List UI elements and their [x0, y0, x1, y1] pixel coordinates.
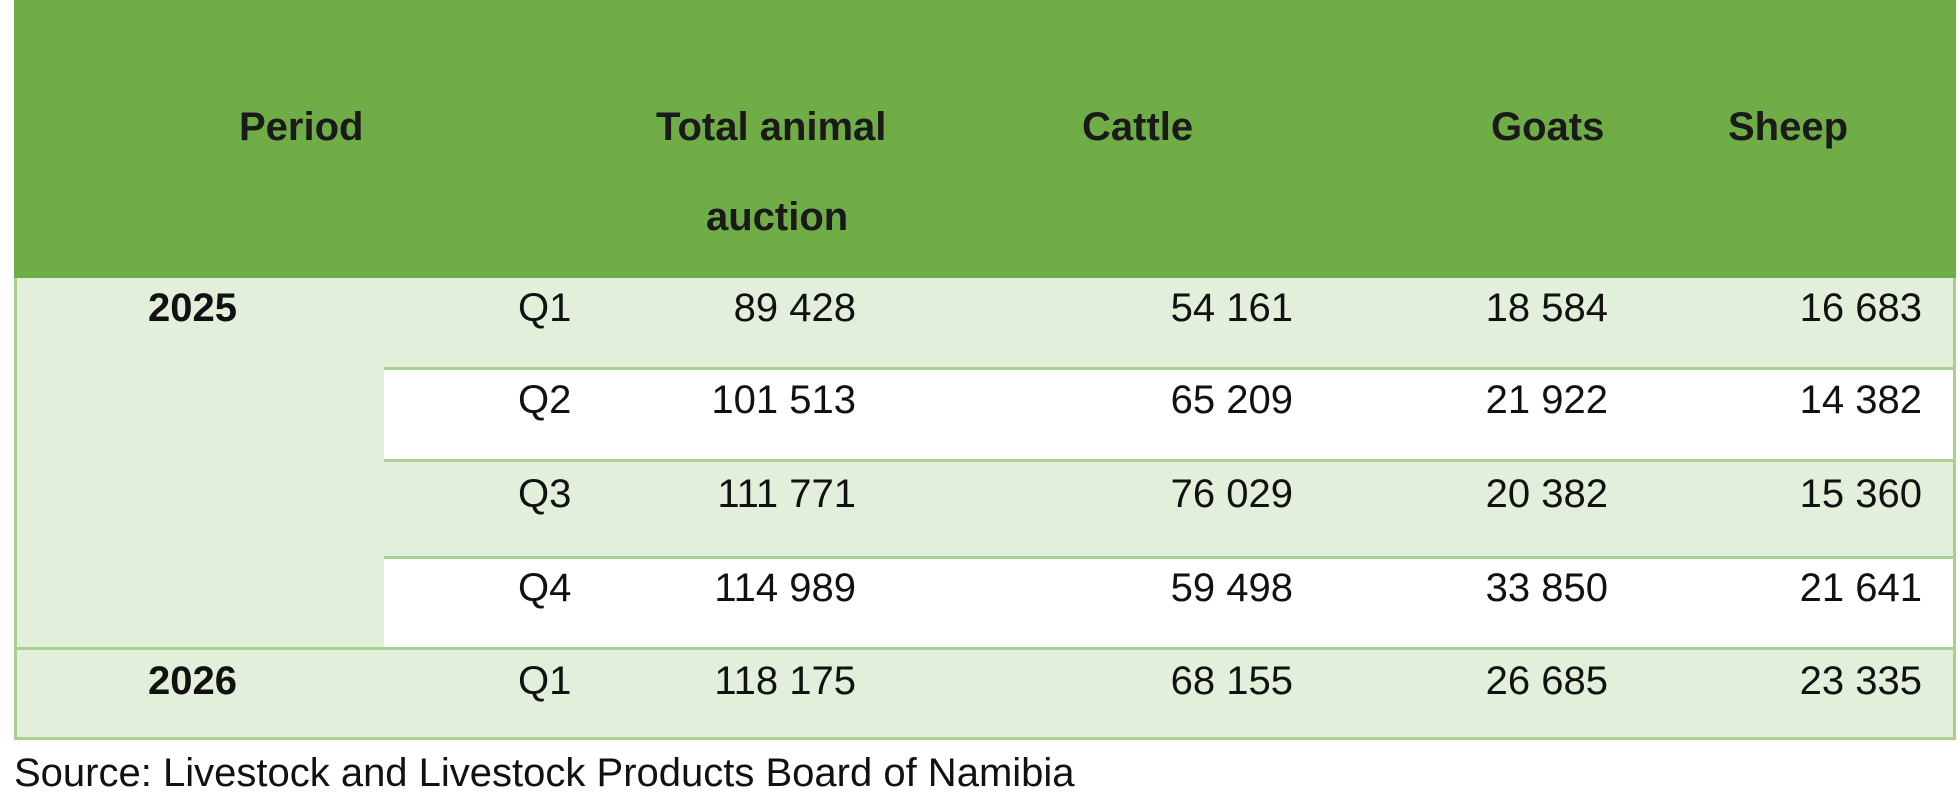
cell-year: 2025 [148, 286, 237, 330]
cell-total: 111 771 [717, 472, 856, 516]
row-band-q2 [384, 367, 1953, 462]
cell-quarter: Q3 [518, 472, 572, 516]
header-cattle: Cattle [1082, 105, 1194, 149]
cell-cattle: 54 161 [1170, 286, 1293, 330]
cell-cattle: 65 209 [1170, 378, 1293, 422]
cell-sheep: 23 335 [1799, 659, 1922, 703]
cell-quarter: Q4 [518, 566, 572, 610]
cell-goats: 33 850 [1485, 566, 1608, 610]
cell-sheep: 15 360 [1799, 472, 1922, 516]
cell-year: 2026 [148, 659, 237, 703]
header-total-line1: Total animal [656, 105, 887, 149]
cell-sheep: 21 641 [1799, 566, 1922, 610]
cell-goats: 21 922 [1485, 378, 1608, 422]
header-sheep: Sheep [1728, 105, 1849, 149]
cell-total: 118 175 [714, 659, 856, 703]
cell-cattle: 76 029 [1170, 472, 1293, 516]
header-total-line2: auction [706, 195, 849, 239]
cell-total: 101 513 [711, 378, 856, 422]
table-header: Period Total animal auction Cattle Goats… [14, 0, 1956, 278]
cell-quarter: Q2 [518, 378, 572, 422]
cell-goats: 26 685 [1485, 659, 1608, 703]
cell-quarter: Q1 [518, 286, 572, 330]
cell-quarter: Q1 [518, 659, 572, 703]
cell-sheep: 16 683 [1799, 286, 1922, 330]
cell-total: 114 989 [714, 566, 856, 610]
cell-sheep: 14 382 [1799, 378, 1922, 422]
year-separator [14, 647, 1956, 650]
cell-cattle: 68 155 [1170, 659, 1293, 703]
row-band-q4 [384, 556, 1953, 650]
header-goats: Goats [1491, 105, 1605, 149]
cell-total: 89 428 [733, 286, 856, 330]
cell-goats: 20 382 [1485, 472, 1608, 516]
cell-goats: 18 584 [1485, 286, 1608, 330]
header-period: Period [239, 105, 364, 149]
source-note: Source: Livestock and Livestock Products… [14, 751, 1075, 795]
cell-cattle: 59 498 [1170, 566, 1293, 610]
